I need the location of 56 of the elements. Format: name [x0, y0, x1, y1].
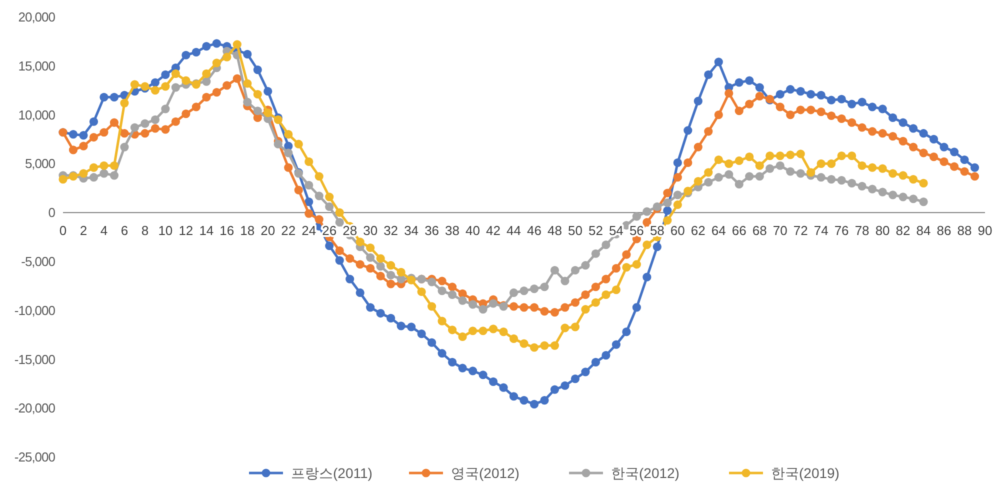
- x-tick-label: 74: [814, 223, 828, 238]
- x-tick-label: 72: [793, 223, 808, 238]
- x-tick-label: 34: [404, 223, 419, 238]
- x-tick-label: 82: [896, 223, 910, 238]
- x-tick-label: 18: [240, 223, 255, 238]
- x-tick-label: 52: [588, 223, 603, 238]
- x-tick-label: 14: [199, 223, 214, 238]
- x-tick-label: 32: [384, 223, 398, 238]
- x-tick-label: 64: [711, 223, 726, 238]
- x-tick-label: 38: [445, 223, 460, 238]
- x-tick-label: 4: [100, 223, 108, 238]
- y-tick-label: -15,000: [14, 352, 56, 367]
- y-tick-label: -20,000: [14, 400, 56, 416]
- x-tick-label: 22: [281, 223, 296, 238]
- x-tick-label: 66: [732, 223, 746, 238]
- y-tick-label: -25,000: [14, 450, 56, 465]
- x-tick-label: 8: [141, 223, 149, 238]
- x-tick-label: 88: [957, 223, 972, 238]
- x-tick-label: 48: [548, 223, 562, 238]
- legend-label: 영국(2012): [451, 464, 520, 481]
- y-tick-label: 0: [48, 205, 56, 220]
- x-tick-label: 40: [466, 223, 480, 238]
- x-tick-label: 70: [772, 223, 788, 238]
- x-tick-label: 30: [363, 223, 378, 238]
- legend-label: 한국(2012): [611, 464, 680, 481]
- y-tick-label: 10,000: [18, 107, 56, 122]
- x-tick-label: 80: [875, 223, 890, 238]
- y-tick-label: 20,000: [18, 10, 56, 25]
- x-tick-label: 86: [936, 223, 952, 238]
- x-tick-label: 54: [608, 223, 624, 238]
- legend-label: 프랑스(2011): [291, 464, 372, 481]
- x-tick-label: 16: [220, 223, 234, 238]
- legend-label: 한국(2019): [771, 464, 840, 481]
- x-tick-label: 36: [424, 223, 440, 238]
- x-tick-label: 2: [80, 223, 88, 238]
- x-tick-label: 12: [178, 223, 194, 238]
- x-tick-label: 50: [568, 223, 582, 238]
- x-tick-label: 42: [486, 223, 500, 238]
- x-tick-label: 84: [916, 223, 931, 238]
- x-tick-label: 6: [120, 223, 128, 238]
- y-tick-label: -10,000: [14, 302, 56, 318]
- x-tick-label: 60: [670, 223, 685, 238]
- x-tick-label: 76: [834, 223, 849, 238]
- x-tick-label: 90: [978, 223, 992, 238]
- x-tick-label: 20: [260, 223, 276, 238]
- x-tick-label: 10: [158, 223, 173, 238]
- y-tick-label: -5,000: [21, 254, 56, 269]
- x-tick-label: 44: [506, 223, 521, 238]
- x-tick-label: 0: [59, 223, 67, 238]
- x-tick-label: 78: [854, 223, 870, 238]
- y-tick-label: 5,000: [24, 156, 56, 172]
- x-tick-label: 62: [690, 223, 706, 238]
- x-tick-label: 24: [302, 223, 316, 238]
- y-tick-label: 15,000: [18, 58, 56, 74]
- x-tick-label: 68: [752, 223, 767, 238]
- x-tick-label: 46: [527, 223, 542, 238]
